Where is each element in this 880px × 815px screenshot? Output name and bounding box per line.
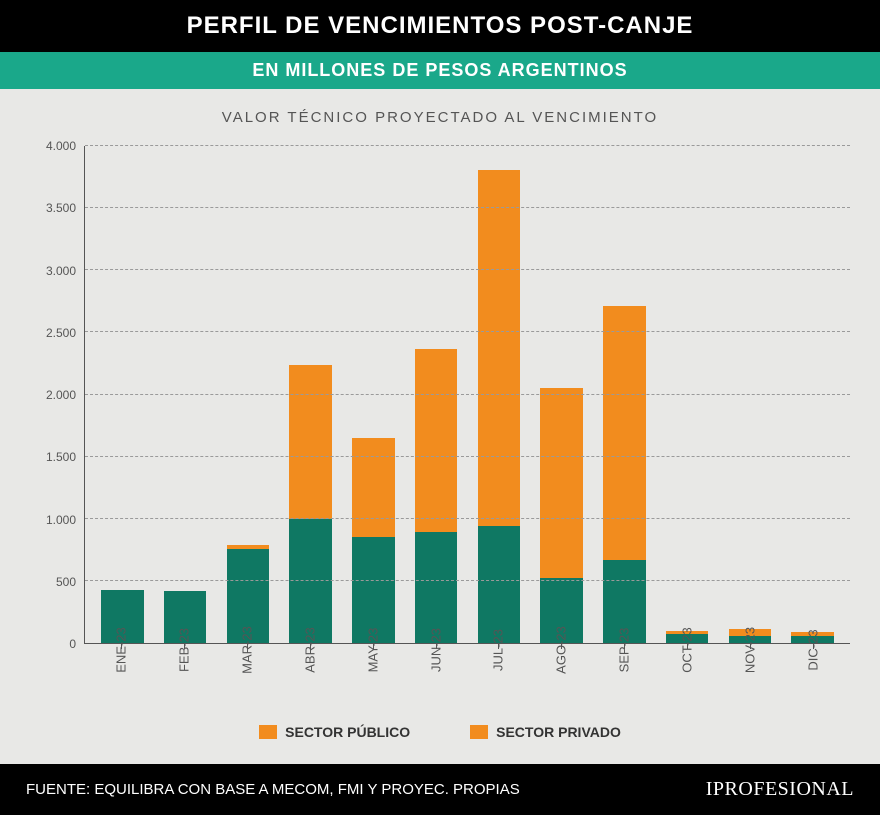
legend-swatch-icon [259,725,277,739]
bar-column [409,146,464,643]
x-tick-label: MAY-23 [365,628,380,673]
chart-frame: PERFIL DE VENCIMIENTOS POST-CANJE EN MIL… [0,0,880,815]
y-tick-label: 1.500 [46,450,76,464]
x-axis: ENE-23FEB-23MAR-23ABR-23MAY-23JUN-23JUL-… [84,644,850,714]
x-label-col: SEP-23 [597,644,652,714]
x-tick-label: MAR-23 [240,626,255,674]
grid-line [85,394,850,395]
stacked-bar [603,146,646,643]
y-tick-label: 3.500 [46,201,76,215]
brand-main: PROFESIONAL [713,778,854,800]
bar-segment-privado [289,365,332,519]
x-tick-label: DIC-23 [805,629,820,670]
legend-label-publico: SECTOR PÚBLICO [285,724,410,740]
y-tick-label: 500 [56,575,76,589]
x-label-col: JUL-23 [471,644,526,714]
plot [84,146,850,644]
bar-column [95,146,150,643]
x-tick-label: NOV-23 [742,627,757,673]
bar-segment-privado [415,349,458,533]
grid-line [85,331,850,332]
x-tick-label: ENE-23 [114,627,129,673]
plot-wrap: 05001.0001.5002.0002.5003.0003.5004.000 [30,146,850,644]
stacked-bar [478,146,521,643]
stacked-bar [791,146,834,643]
bar-segment-publico [478,526,521,643]
legend-swatch-icon [470,725,488,739]
x-tick-label: FEB-23 [177,628,192,672]
x-label-col: ENE-23 [94,644,149,714]
grid-line [85,456,850,457]
bar-segment-publico [415,532,458,643]
brand-prefix: I [706,778,713,800]
stacked-bar [289,146,332,643]
x-tick-label: SEP-23 [617,628,632,673]
bar-column [221,146,276,643]
x-label-col: DIC-23 [785,644,840,714]
x-tick-label: JUN-23 [428,628,443,672]
x-label-col: NOV-23 [722,644,777,714]
y-tick-label: 1.000 [46,513,76,527]
grid-line [85,269,850,270]
legend-item-publico: SECTOR PÚBLICO [259,724,410,740]
stacked-bar [227,146,270,643]
bar-column [785,146,840,643]
grid-line [85,207,850,208]
x-label-col: FEB-23 [157,644,212,714]
bar-segment-privado [352,438,395,537]
stacked-bar [729,146,772,643]
x-label-col: MAR-23 [220,644,275,714]
x-label-col: AGO-23 [534,644,589,714]
x-label-col: ABR-23 [282,644,337,714]
grid-line [85,145,850,146]
stacked-bar [352,146,395,643]
bar-column [597,146,652,643]
stacked-bar [415,146,458,643]
legend-label-privado: SECTOR PRIVADO [496,724,621,740]
bar-column [472,146,527,643]
bar-segment-publico [289,519,332,643]
main-title: PERFIL DE VENCIMIENTOS POST-CANJE [187,12,694,39]
x-label-col: JUN-23 [408,644,463,714]
y-axis: 05001.0001.5002.0002.5003.0003.5004.000 [30,146,84,644]
bar-column [723,146,778,643]
bar-segment-privado [603,306,646,559]
x-label-col: OCT-23 [659,644,714,714]
y-tick-label: 3.000 [46,264,76,278]
x-tick-label: AGO-23 [554,626,569,674]
title-bar: PERFIL DE VENCIMIENTOS POST-CANJE [0,0,880,52]
legend: SECTOR PÚBLICO SECTOR PRIVADO [30,714,850,754]
x-tick-label: ABR-23 [302,627,317,673]
x-tick-label: JUL-23 [491,629,506,671]
y-tick-label: 2.000 [46,388,76,402]
bar-column [346,146,401,643]
grid-line [85,518,850,519]
bar-column [660,146,715,643]
legend-item-privado: SECTOR PRIVADO [470,724,621,740]
bar-segment-privado [478,170,521,527]
stacked-bar [101,146,144,643]
y-tick-label: 0 [69,637,76,651]
brand-logo: IPROFESIONAL [706,778,854,801]
subtitle: EN MILLONES DE PESOS ARGENTINOS [252,60,627,80]
subtitle-bar: EN MILLONES DE PESOS ARGENTINOS [0,52,880,89]
bars-container [85,146,850,643]
chart-title: VALOR TÉCNICO PROYECTADO AL VENCIMIENTO [30,109,850,126]
grid-line [85,580,850,581]
bar-column [158,146,213,643]
y-tick-label: 2.500 [46,326,76,340]
bar-column [534,146,589,643]
bar-segment-privado [540,388,583,578]
chart-area: VALOR TÉCNICO PROYECTADO AL VENCIMIENTO … [0,89,880,764]
stacked-bar [164,146,207,643]
x-tick-label: OCT-23 [679,627,694,673]
stacked-bar [666,146,709,643]
bar-column [283,146,338,643]
footer-bar: FUENTE: EQUILIBRA CON BASE A MECOM, FMI … [0,764,880,815]
stacked-bar [540,146,583,643]
y-tick-label: 4.000 [46,139,76,153]
x-label-col: MAY-23 [345,644,400,714]
source-text: FUENTE: EQUILIBRA CON BASE A MECOM, FMI … [26,781,520,798]
